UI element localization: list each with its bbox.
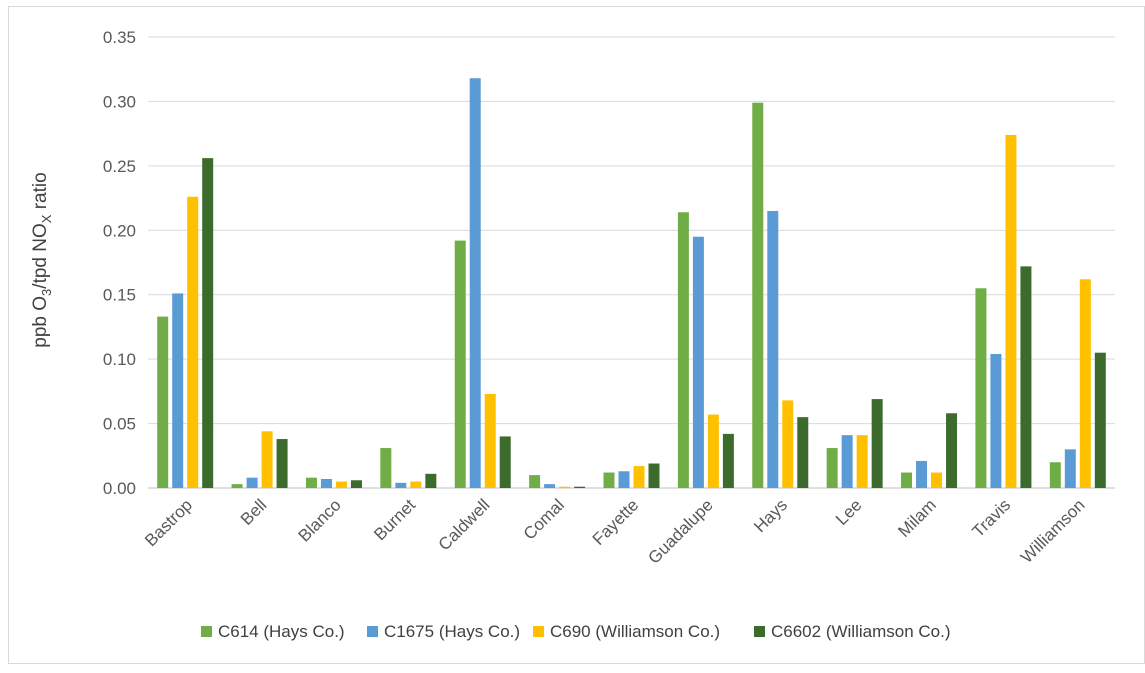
bar	[544, 484, 556, 488]
bar	[1094, 352, 1106, 488]
bars	[157, 78, 1106, 489]
bar	[305, 477, 317, 488]
bar	[335, 481, 347, 488]
bar	[767, 210, 779, 488]
bar	[752, 102, 764, 489]
bar	[871, 399, 883, 488]
x-tick-label: Bell	[237, 495, 270, 528]
y-axis-label-sub: 3	[39, 289, 54, 296]
legend: C614 (Hays Co.) C1675 (Hays Co.) C690 (Wil…	[201, 622, 951, 641]
y-tick-label: 0.25	[103, 157, 136, 176]
bar	[677, 212, 689, 488]
legend-label: C1675 (Hays Co.)	[384, 622, 520, 641]
bar	[469, 78, 481, 488]
x-tick-label: Hays	[750, 495, 791, 536]
bar	[529, 475, 541, 488]
bar	[782, 400, 794, 488]
bar	[410, 481, 422, 488]
bar	[187, 196, 199, 489]
bar	[916, 460, 928, 488]
bar	[574, 486, 586, 488]
x-tick-label: Bastrop	[141, 495, 196, 550]
bar	[1005, 134, 1017, 488]
y-tick-label: 0.05	[103, 415, 136, 434]
bar	[946, 413, 958, 488]
y-tick-label: 0.35	[103, 28, 136, 47]
bar	[826, 448, 838, 488]
bar	[320, 478, 332, 488]
x-axis-ticks: Bastrop Bell Blanco Burnet Caldwell Comal Faye…	[141, 495, 1088, 567]
y-tick-label: 0.30	[103, 92, 136, 111]
bar	[722, 433, 734, 488]
bar	[380, 448, 392, 488]
legend-swatch	[201, 626, 212, 637]
x-tick-label: Caldwell	[435, 495, 494, 554]
bar	[1064, 449, 1076, 488]
x-tick-label: Williamson	[1017, 495, 1089, 567]
bar	[990, 353, 1002, 488]
bar	[1049, 462, 1061, 488]
bar	[975, 288, 987, 488]
bar	[395, 482, 407, 488]
bar	[350, 480, 362, 488]
y-axis-label-sub: X	[39, 214, 54, 223]
bar	[425, 473, 437, 488]
bar	[261, 431, 273, 488]
bar	[1020, 266, 1032, 488]
bar	[231, 484, 243, 488]
x-tick-label: Guadalupe	[644, 495, 716, 567]
bar	[901, 472, 913, 488]
bar	[484, 393, 496, 488]
bar	[172, 293, 184, 488]
bar	[618, 471, 630, 488]
x-tick-label: Milam	[894, 495, 939, 540]
bar	[603, 472, 615, 488]
x-tick-label: Blanco	[295, 495, 345, 545]
legend-swatch	[533, 626, 544, 637]
legend-label: C6602 (Williamson Co.)	[771, 622, 951, 641]
legend-label: C690 (Williamson Co.)	[550, 622, 720, 641]
y-tick-label: 0.15	[103, 286, 136, 305]
x-tick-label: Lee	[832, 495, 865, 528]
y-axis-label-part: ratio	[30, 172, 51, 214]
bar	[454, 240, 466, 488]
y-axis-label: ppb O3/tpd NOX ratio	[30, 172, 54, 347]
gridlines	[148, 36, 1115, 489]
bar	[559, 486, 571, 488]
bar	[157, 316, 169, 488]
bar	[856, 435, 868, 488]
y-tick-label: 0.00	[103, 479, 136, 498]
bar	[648, 463, 660, 488]
y-axis-label-part: /tpd NO	[30, 223, 51, 288]
x-tick-label: Comal	[520, 495, 568, 543]
bar	[276, 439, 288, 488]
legend-swatch	[367, 626, 378, 637]
y-tick-label: 0.10	[103, 350, 136, 369]
y-axis-ticks: 0.00 0.05 0.10 0.15 0.20 0.25 0.30 0.35	[103, 28, 136, 498]
x-tick-label: Burnet	[370, 495, 419, 544]
bar	[1079, 279, 1091, 488]
bar	[797, 417, 809, 488]
bar	[633, 466, 645, 488]
bar	[692, 236, 704, 488]
bar	[931, 472, 943, 488]
y-axis-label-part: ppb O	[30, 296, 51, 348]
bar	[202, 158, 214, 488]
bar	[841, 435, 853, 488]
legend-swatch	[754, 626, 765, 637]
y-tick-label: 0.20	[103, 221, 136, 240]
bar	[707, 414, 719, 488]
x-tick-label: Fayette	[589, 495, 643, 549]
x-tick-label: Travis	[969, 495, 1015, 541]
legend-label: C614 (Hays Co.)	[218, 622, 345, 641]
bar	[499, 436, 511, 488]
bar	[246, 477, 258, 488]
